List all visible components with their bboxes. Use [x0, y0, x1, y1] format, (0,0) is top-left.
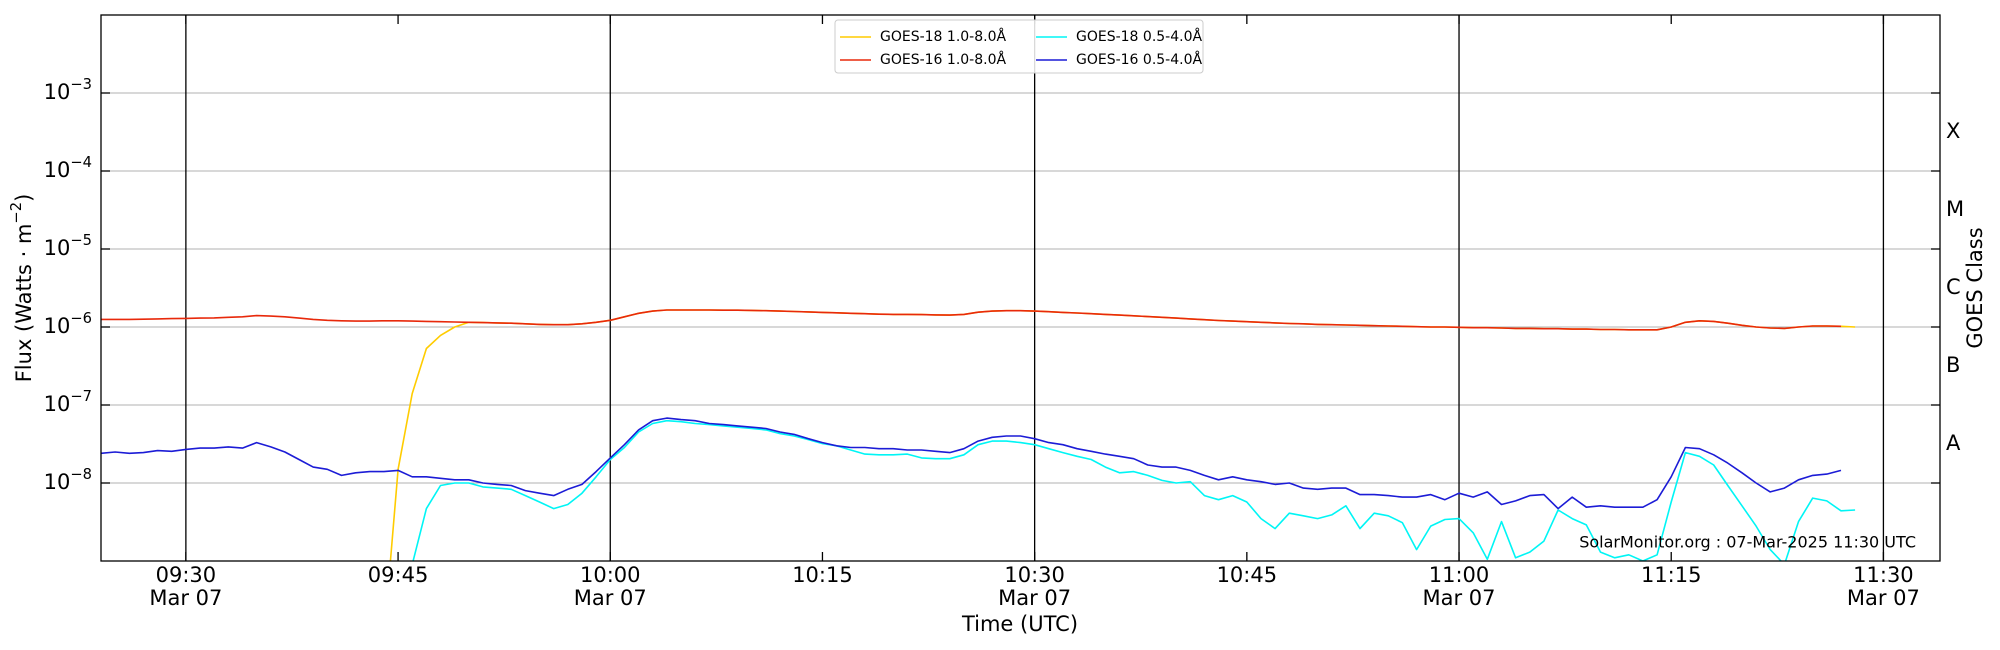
x-tick-label: Mar 07: [574, 586, 647, 610]
x-tick-label: 09:30: [156, 563, 217, 587]
x-tick-label: 10:45: [1217, 563, 1278, 587]
x-axis-label: Time (UTC): [961, 612, 1078, 636]
lines: [101, 309, 1856, 561]
data-line: [101, 309, 1842, 331]
x-tick-label: 09:45: [368, 563, 429, 587]
x-tick-label: 11:30: [1853, 563, 1914, 587]
data-line: [412, 419, 1856, 561]
x-tick-label: Mar 07: [149, 586, 222, 610]
legend-label: GOES-16 1.0-8.0Å: [880, 51, 1006, 68]
y2-tick-label: X: [1946, 119, 1960, 143]
data-line: [101, 417, 1842, 510]
legend-box: [834, 19, 1204, 74]
grid: [101, 15, 1940, 561]
x-tick-label: 11:15: [1641, 563, 1702, 587]
y2-tick-label: M: [1946, 197, 1964, 221]
y-tick-label: 10−8: [44, 466, 92, 495]
x-tick-label: Mar 07: [998, 586, 1071, 610]
x-tick-label: Mar 07: [1423, 586, 1496, 610]
x-tick-label: 10:15: [792, 563, 853, 587]
plot-frame: [100, 14, 1941, 562]
y2-tick-label: A: [1946, 431, 1961, 455]
legend-label: GOES-16 0.5-4.0Å: [1076, 51, 1202, 68]
y-tick-label: 10−5: [44, 232, 92, 261]
y-tick-label: 10−3: [44, 76, 92, 105]
y-tick-label: 10−4: [44, 154, 92, 183]
y-tick-label: 10−7: [44, 388, 92, 417]
x-tick-label: 10:00: [580, 563, 641, 587]
x-tick-label: Mar 07: [1847, 586, 1920, 610]
y-tick-label: 10−6: [44, 310, 92, 339]
x-tick-label: 11:00: [1429, 563, 1490, 587]
annotation: SolarMonitor.org : 07-Mar-2025 11:30 UTC: [1579, 533, 1916, 552]
x-tick-label: 10:30: [1004, 563, 1065, 587]
y2-tick-label: B: [1946, 353, 1960, 377]
legend-label: GOES-18 0.5-4.0Å: [1076, 28, 1202, 45]
y2-axis-label: GOES Class: [1963, 227, 1987, 348]
y-axis-label: Flux (Watts · m−2): [8, 194, 37, 383]
y2-tick-label: C: [1946, 275, 1961, 299]
legend: GOES-18 1.0-8.0Å GOES-16 1.0-8.0Å GOES-18 …: [834, 19, 1204, 74]
legend-label: GOES-18 1.0-8.0Å: [880, 28, 1006, 45]
